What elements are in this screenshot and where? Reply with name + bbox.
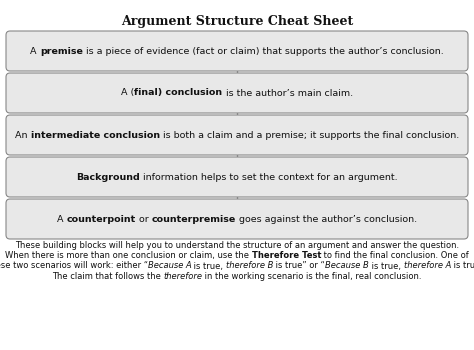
FancyBboxPatch shape	[6, 157, 468, 197]
FancyBboxPatch shape	[6, 73, 468, 113]
FancyBboxPatch shape	[6, 31, 468, 71]
Text: therefore: therefore	[164, 272, 202, 281]
Text: is true” or “: is true” or “	[273, 261, 325, 271]
Text: A: A	[30, 47, 40, 56]
Text: counterpremise: counterpremise	[152, 215, 236, 224]
Text: intermediate conclusion: intermediate conclusion	[30, 131, 160, 140]
Text: When there is more than one conclusion or claim, use the: When there is more than one conclusion o…	[5, 251, 252, 260]
FancyBboxPatch shape	[6, 115, 468, 155]
Text: counterpoint: counterpoint	[66, 215, 136, 224]
Text: to find the final conclusion. One of: to find the final conclusion. One of	[321, 251, 469, 260]
Text: is true,: is true,	[191, 261, 226, 271]
Text: An: An	[15, 131, 30, 140]
Text: is a piece of evidence (fact or claim) that supports the author’s conclusion.: is a piece of evidence (fact or claim) t…	[83, 47, 444, 56]
Text: Because B: Because B	[325, 261, 369, 271]
Text: final) conclusion: final) conclusion	[135, 89, 223, 98]
Text: therefore A: therefore A	[404, 261, 451, 271]
Text: Because A: Because A	[148, 261, 191, 271]
Text: these two scenarios will work: either “: these two scenarios will work: either “	[0, 261, 148, 271]
Text: The claim that follows the: The claim that follows the	[52, 272, 164, 281]
Text: Argument Structure Cheat Sheet: Argument Structure Cheat Sheet	[121, 15, 353, 28]
Text: is the author’s main claim.: is the author’s main claim.	[223, 89, 353, 98]
Text: in the working scenario is the final, real conclusion.: in the working scenario is the final, re…	[202, 272, 422, 281]
Text: These building blocks will help you to understand the structure of an argument a: These building blocks will help you to u…	[15, 240, 459, 250]
Text: therefore B: therefore B	[226, 261, 273, 271]
Text: A (: A (	[121, 89, 135, 98]
Text: premise: premise	[40, 47, 83, 56]
Text: is both a claim and a premise; it supports the final conclusion.: is both a claim and a premise; it suppor…	[160, 131, 459, 140]
Text: is true,: is true,	[369, 261, 404, 271]
FancyBboxPatch shape	[6, 199, 468, 239]
Text: Background: Background	[76, 173, 140, 182]
Text: or: or	[136, 215, 152, 224]
Text: information helps to set the context for an argument.: information helps to set the context for…	[140, 173, 398, 182]
Text: is true.”: is true.”	[451, 261, 474, 271]
Text: Therefore Test: Therefore Test	[252, 251, 321, 260]
Text: goes against the author’s conclusion.: goes against the author’s conclusion.	[236, 215, 417, 224]
Text: A: A	[57, 215, 66, 224]
